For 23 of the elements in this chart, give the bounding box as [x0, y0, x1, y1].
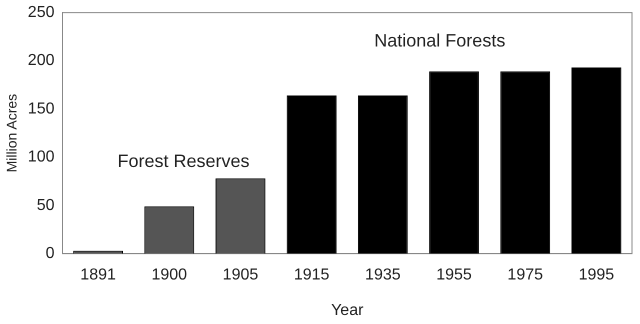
- y-tick-label: 100: [28, 148, 55, 166]
- bar: [286, 96, 337, 254]
- x-tick-label: 1905: [222, 266, 258, 284]
- y-tick-label: 250: [28, 4, 55, 22]
- y-tick-label: 50: [36, 196, 55, 214]
- bar: [500, 71, 550, 254]
- bar: [358, 96, 408, 254]
- y-tick-label: 200: [28, 52, 55, 70]
- x-tick-label: 1955: [436, 266, 472, 284]
- x-axis-title: Year: [331, 302, 364, 319]
- bar: [571, 68, 622, 254]
- x-tick-label: 1935: [365, 266, 401, 284]
- x-tick-label: 1900: [151, 266, 188, 284]
- x-tick-label: 1975: [507, 266, 544, 284]
- y-tick-label: 150: [28, 100, 55, 118]
- x-tick-label: 1915: [294, 266, 330, 284]
- x-tick-label: 1891: [80, 266, 116, 284]
- y-axis-title: Million Acres: [3, 94, 20, 172]
- x-tick-label: 1995: [578, 266, 614, 284]
- bar: [429, 71, 479, 254]
- annotation: Forest Reserves: [117, 150, 250, 171]
- y-tick-label: 0: [46, 245, 55, 262]
- annotation: National Forests: [374, 30, 506, 50]
